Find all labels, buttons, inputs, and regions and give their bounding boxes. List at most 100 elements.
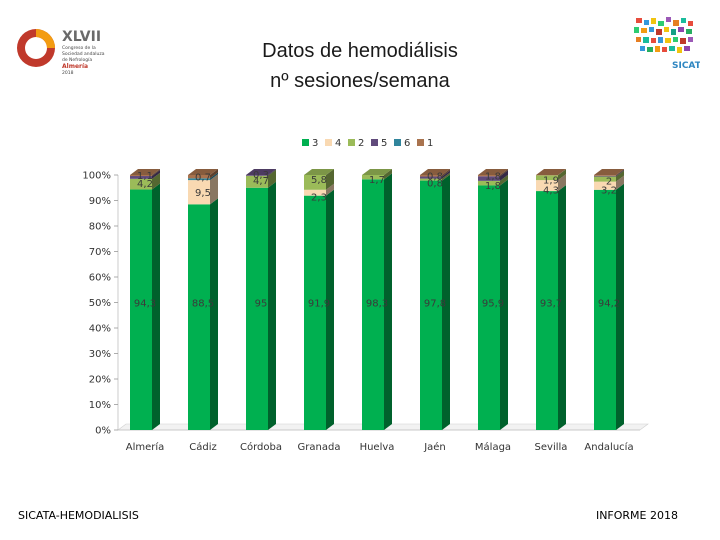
legend-swatch: [394, 139, 401, 146]
x-tick-label: Almería: [126, 441, 165, 453]
x-tick-label: Cádiz: [189, 441, 217, 453]
bar-side: [500, 170, 508, 181]
bar-segment: [478, 176, 500, 181]
bar-side: [210, 198, 218, 430]
y-tick-label: 20%: [89, 375, 111, 386]
bar-segment: [536, 175, 558, 181]
bar-segment: [246, 175, 268, 188]
bar-side: [616, 169, 624, 177]
x-tick-label: Jaén: [423, 441, 446, 453]
bar-side: [616, 170, 624, 182]
data-label: 1,7: [369, 175, 385, 186]
bar-top: [304, 169, 334, 175]
logo-date: 2018: [62, 70, 74, 76]
bar-top: [362, 169, 392, 175]
bar-segment: [536, 180, 558, 192]
bar-side: [558, 169, 566, 181]
y-tick-label: 100%: [82, 171, 111, 182]
legend-swatch: [348, 139, 355, 146]
data-label: 97,8: [424, 299, 446, 310]
data-label: 98,3: [366, 299, 388, 310]
bar-top: [188, 169, 218, 175]
bar-segment: [594, 176, 616, 182]
chart-title-line1: Datos de hemodiálisis: [262, 40, 458, 62]
x-tick-label: Granada: [298, 442, 341, 453]
bar-segment: [594, 175, 616, 177]
bar-side: [152, 172, 160, 190]
bar-segment: [188, 204, 210, 430]
bar-side: [500, 174, 508, 186]
bar-side: [616, 175, 624, 190]
bar-side: [210, 172, 218, 181]
bar-top: [420, 169, 450, 175]
bar-side: [500, 169, 508, 177]
bar-segment: [304, 189, 326, 196]
logo-city: Almería: [62, 63, 88, 70]
bar-segment: [420, 178, 442, 181]
bar-segment: [594, 189, 616, 430]
bar-segment: [130, 176, 152, 179]
bar-segment: [478, 180, 500, 186]
bar-side: [616, 183, 624, 430]
bar-segment: [304, 175, 326, 190]
bar-segment: [304, 195, 326, 430]
footer-source: SICATA-HEMODIALISIS: [18, 509, 139, 522]
data-label: 0,3: [253, 170, 269, 181]
data-label: 0,7: [195, 172, 211, 183]
bar-segment: [420, 176, 442, 179]
bar-segment: [594, 181, 616, 190]
bar-segment: [188, 175, 210, 179]
x-tick-label: Andalucía: [584, 441, 633, 453]
bar-top: [536, 169, 566, 175]
legend-label: 1: [427, 138, 433, 149]
y-tick-label: 80%: [89, 222, 111, 233]
legend-label: 3: [312, 138, 318, 149]
data-label: 91,9: [308, 299, 330, 310]
bar-side: [326, 169, 334, 190]
bar-segment: [246, 175, 268, 176]
bar-segment: [478, 175, 500, 177]
bar-segment: [420, 180, 442, 430]
y-tick-label: 60%: [89, 273, 111, 284]
data-label: 4,7: [253, 176, 269, 187]
data-label: 5,8: [311, 175, 327, 186]
bar-side: [268, 181, 276, 430]
y-tick-label: 10%: [89, 400, 111, 411]
y-tick-label: 0%: [95, 426, 111, 437]
bar-side: [616, 169, 624, 176]
data-label: 1,8: [485, 181, 501, 192]
data-label: 1,9: [543, 175, 559, 186]
bar-segment: [188, 180, 210, 205]
bar-segment: [362, 175, 384, 180]
bar-side: [210, 169, 218, 179]
logo-line2: Sociedad andaluza: [62, 51, 105, 57]
bar-segment: [130, 175, 152, 177]
footer-report: INFORME 2018: [595, 509, 678, 522]
bar-segment: [478, 185, 500, 430]
bar-segment: [130, 178, 152, 190]
bar-side: [152, 170, 160, 179]
y-tick-label: 50%: [89, 298, 111, 309]
data-label: 88,5: [192, 299, 214, 310]
data-label: 4,2: [137, 179, 153, 190]
bar-side: [268, 169, 276, 188]
bar-segment: [130, 189, 152, 430]
bar-top: [478, 169, 508, 175]
logo-big-text: XLVII: [62, 29, 101, 45]
bar-side: [442, 172, 450, 181]
legend-label: 6: [404, 138, 410, 149]
bar-side: [210, 174, 218, 205]
bar-side: [558, 169, 566, 176]
data-label: 2: [606, 177, 612, 188]
data-label: 9,5: [195, 188, 211, 199]
legend-swatch: [302, 139, 309, 146]
data-label: 4,3: [543, 186, 559, 197]
bar-side: [384, 169, 392, 180]
congress-logo: XLVII Congreso de la Sociedad andaluza d…: [17, 29, 105, 76]
y-tick-label: 70%: [89, 247, 111, 258]
chart-title-line2: nº sesiones/semana: [270, 70, 450, 92]
bar-top: [594, 169, 624, 175]
bar-side: [558, 185, 566, 430]
y-tick-label: 40%: [89, 324, 111, 335]
